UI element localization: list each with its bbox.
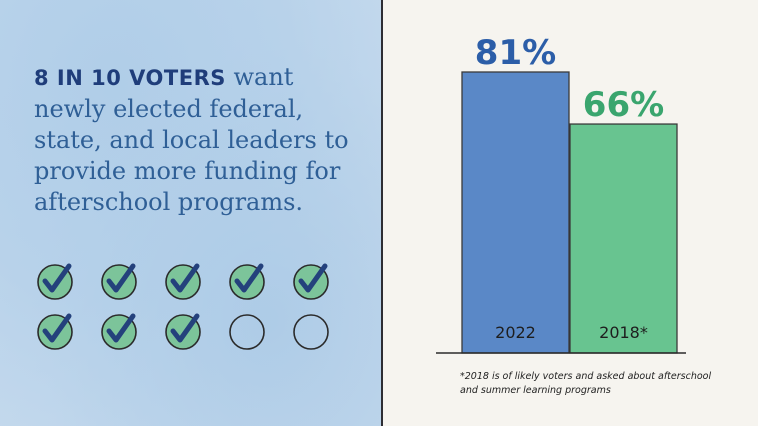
category-label-1: 2018* [599,323,648,342]
check-circle-icon [164,262,202,300]
footnote: *2018 is of likely voters and asked abou… [460,370,750,398]
bar-2022 [461,71,570,354]
divider [381,0,383,426]
check-circle-icon [36,262,74,300]
footnote-line-1: *2018 is of likely voters and asked abou… [460,371,712,382]
check-circle-icon [164,312,202,350]
headline: 8 IN 10 VOTERS want newly elected federa… [34,62,364,218]
headline-lead: 8 IN 10 VOTERS [34,66,226,90]
check-circle-icon [292,262,330,300]
check-circle-icon [228,262,266,300]
bar-chart: 81% 2022 66% 2018* [436,33,686,354]
empty-circle-icon [228,312,266,350]
bar-2018 [569,123,678,354]
check-circle-icon [36,312,74,350]
check-circle-icon [100,312,138,350]
value-label-0: 81% [475,33,556,73]
value-label-1: 66% [583,85,664,125]
left-panel: 8 IN 10 VOTERS want newly elected federa… [0,0,382,426]
footnote-line-2: and summer learning programs [460,385,611,396]
empty-circle-icon [292,312,330,350]
category-label-0: 2022 [495,323,536,342]
check-circle-icon [100,262,138,300]
headline-rest: want newly elected federal, state, and l… [34,63,349,216]
